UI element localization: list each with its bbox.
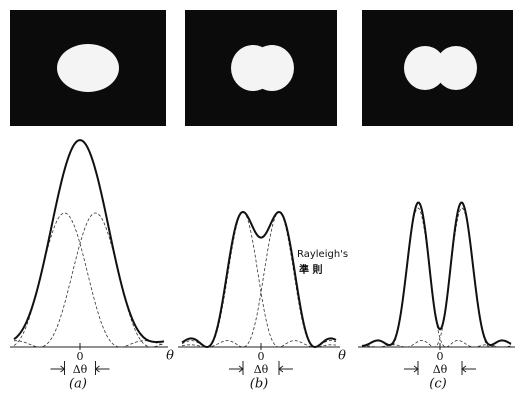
component-curve: [361, 207, 512, 348]
panel-label: (a): [69, 377, 87, 392]
sep-arrow: [50, 365, 110, 373]
spot: [57, 44, 119, 92]
origin-label: 0: [77, 350, 84, 363]
separation-label: Δθ: [73, 363, 88, 376]
spots: [57, 44, 477, 92]
component-curve: [181, 211, 337, 348]
separation-label: Δθ: [254, 363, 269, 376]
sep-arrow: [229, 365, 293, 373]
panel-label: (c): [429, 377, 446, 392]
origin-label: 0: [258, 350, 265, 363]
annotation: Rayleigh's: [297, 249, 348, 260]
sum-curve: [181, 210, 337, 349]
sum-curve: [361, 201, 512, 347]
spot: [435, 46, 477, 90]
spot: [404, 46, 446, 90]
separation-label: Δθ: [433, 363, 448, 376]
annotation: 準 則: [299, 263, 322, 276]
component-curve: [362, 207, 512, 348]
component-curve: [14, 212, 165, 348]
panel-label: (b): [250, 377, 268, 392]
sum-curve: [13, 139, 165, 343]
axis-label: θ: [166, 349, 174, 364]
axis-label: θ: [338, 349, 346, 364]
component-curve: [13, 212, 165, 348]
sep-arrow: [404, 365, 476, 373]
origin-label: 0: [437, 350, 444, 363]
spot: [250, 45, 294, 91]
